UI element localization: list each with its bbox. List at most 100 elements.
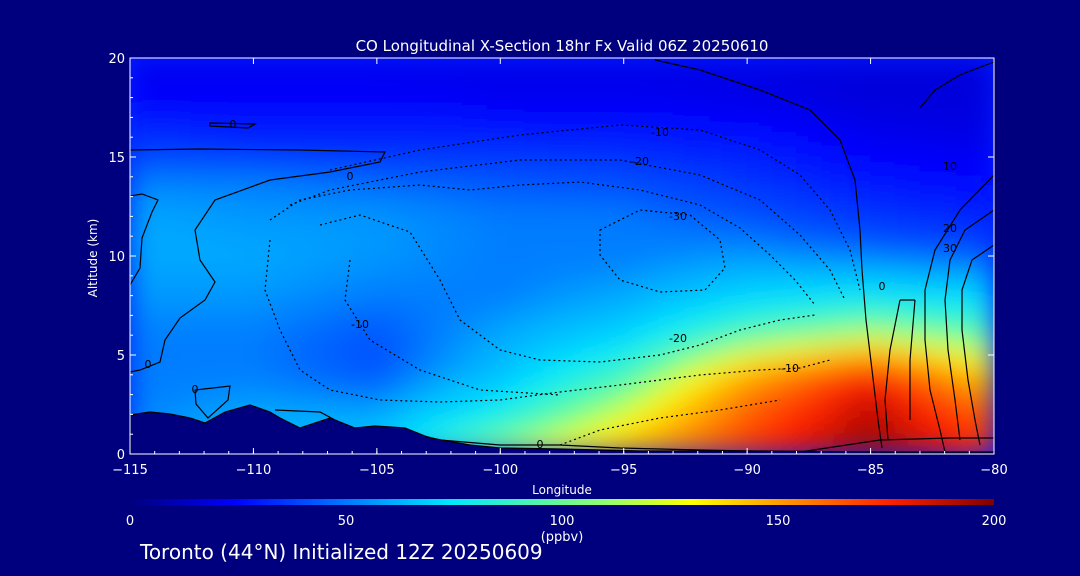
heatmap-cell	[907, 166, 921, 178]
heatmap-cell	[684, 305, 699, 316]
heatmap-cell	[857, 166, 872, 178]
heatmap-cell	[351, 255, 366, 267]
heatmap-cell	[660, 433, 674, 445]
heatmap-cell	[907, 126, 921, 138]
heatmap-cell	[833, 116, 847, 128]
heatmap-cell	[635, 275, 649, 287]
heatmap-cell	[981, 324, 994, 336]
heatmap-cell	[475, 314, 489, 326]
heatmap-cell	[425, 215, 440, 227]
heatmap-cell	[425, 364, 440, 376]
heatmap-cell	[660, 196, 674, 207]
contour-line	[344, 259, 561, 396]
heatmap-cell	[339, 344, 353, 356]
heatmap-cell	[425, 404, 440, 415]
heatmap-cell	[857, 344, 872, 356]
heatmap-cell	[438, 97, 452, 108]
heatmap-cell	[475, 58, 489, 69]
heatmap-cell	[252, 344, 267, 356]
heatmap-cell	[734, 146, 748, 158]
heatmap-cell	[512, 176, 526, 188]
heatmap-cell	[561, 67, 575, 79]
heatmap-cell	[746, 354, 760, 366]
heatmap-cell	[413, 116, 427, 128]
heatmap-cell	[610, 265, 625, 277]
heatmap-cell	[364, 196, 378, 207]
heatmap-cell	[401, 166, 415, 178]
heatmap-cell	[388, 295, 403, 306]
heatmap-cell	[228, 67, 242, 79]
heatmap-cell	[438, 77, 452, 89]
heatmap-cell	[573, 58, 588, 69]
heatmap-cell	[697, 166, 711, 178]
heatmap-cell	[573, 275, 588, 287]
heatmap-cell	[709, 107, 723, 118]
heatmap-cell	[857, 364, 872, 376]
heatmap-cell	[845, 334, 859, 346]
heatmap-cell	[166, 116, 180, 128]
heatmap-cell	[944, 413, 958, 425]
heatmap-cell	[462, 364, 477, 376]
heatmap-cell	[265, 255, 279, 267]
heatmap-cell	[721, 107, 736, 118]
heatmap-cell	[746, 215, 760, 227]
heatmap-cell	[956, 374, 970, 386]
heatmap-cell	[425, 245, 440, 257]
y-tick-label: 0	[117, 448, 125, 463]
heatmap-cell	[931, 255, 946, 267]
heatmap-cell	[339, 196, 353, 207]
heatmap-cell	[178, 314, 193, 326]
heatmap-cell	[351, 67, 366, 79]
heatmap-cell	[475, 107, 489, 118]
heatmap-cell	[796, 196, 810, 207]
heatmap-cell	[820, 275, 835, 287]
heatmap-cell	[561, 364, 575, 376]
heatmap-cell	[709, 275, 723, 287]
heatmap-cell	[758, 186, 773, 198]
heatmap-cell	[709, 245, 723, 257]
heatmap-cell	[203, 324, 217, 336]
heatmap-cell	[586, 265, 600, 277]
heatmap-cell	[130, 275, 143, 287]
heatmap-cell	[549, 245, 563, 257]
heatmap-cell	[956, 433, 970, 445]
heatmap-cell	[598, 334, 612, 346]
heatmap-cell	[314, 97, 328, 108]
heatmap-cell	[561, 186, 575, 198]
heatmap-cell	[326, 364, 341, 376]
heatmap-cell	[141, 324, 156, 336]
heatmap-cell	[894, 77, 909, 89]
heatmap-cell	[425, 374, 440, 386]
heatmap-cell	[487, 374, 501, 386]
heatmap-cell	[586, 354, 600, 366]
heatmap-cell	[425, 97, 440, 108]
heatmap-cell	[623, 354, 637, 366]
heatmap-cell	[981, 354, 994, 366]
heatmap-cell	[524, 225, 538, 237]
heatmap-cell	[154, 285, 168, 297]
heatmap-cell	[475, 374, 489, 386]
heatmap-cell	[462, 423, 477, 435]
heatmap-cell	[450, 215, 464, 227]
heatmap-cell	[758, 116, 773, 128]
heatmap-cell	[302, 126, 316, 138]
heatmap-cell	[981, 186, 994, 198]
heatmap-cell	[968, 384, 983, 396]
heatmap-cell	[796, 404, 810, 415]
heatmap-cell	[882, 374, 896, 386]
heatmap-cell	[758, 344, 773, 356]
heatmap-cell	[326, 97, 341, 108]
heatmap-cell	[536, 275, 551, 287]
heatmap-cell	[203, 255, 217, 267]
heatmap-cell	[487, 394, 501, 405]
heatmap-cell	[660, 97, 674, 108]
heatmap-cell	[734, 67, 748, 79]
heatmap-cell	[178, 374, 193, 386]
heatmap-cell	[981, 443, 994, 454]
heatmap-cell	[265, 404, 279, 415]
heatmap-cell	[697, 87, 711, 99]
heatmap-cell	[351, 364, 366, 376]
colorbar-label: (ppbv)	[541, 530, 584, 545]
heatmap-cell	[536, 107, 551, 118]
heatmap-cell	[796, 176, 810, 188]
